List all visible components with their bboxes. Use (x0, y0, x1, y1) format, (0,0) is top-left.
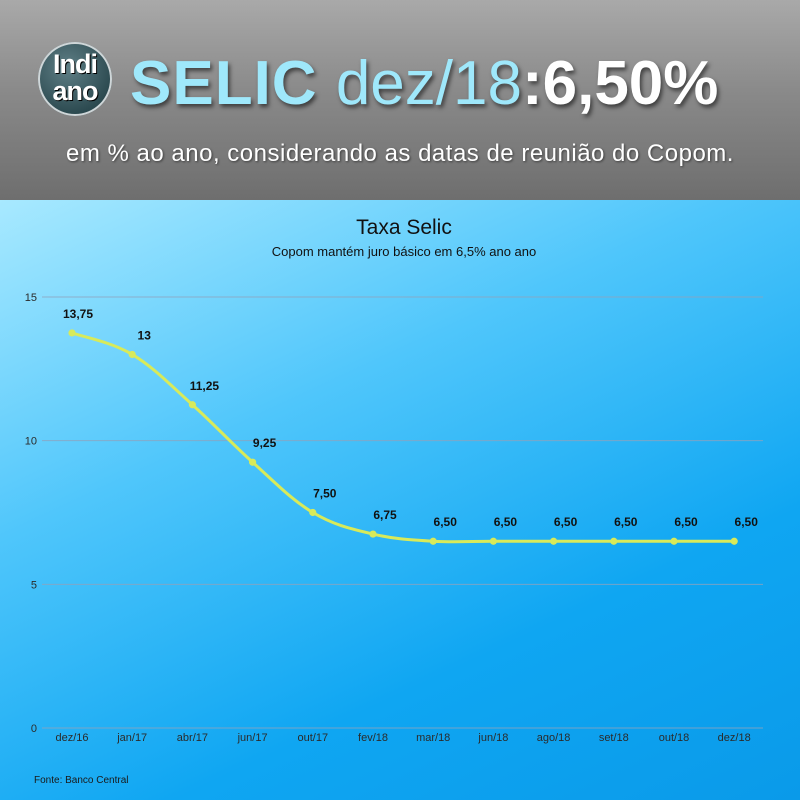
data-label: 13,75 (63, 307, 93, 321)
data-point (730, 537, 738, 545)
data-point (188, 401, 196, 409)
data-label: 6,50 (614, 515, 638, 529)
x-tick-label: set/18 (599, 732, 629, 744)
data-points (68, 329, 738, 545)
data-label: 6,75 (373, 508, 397, 522)
x-tick-label: jun/18 (477, 732, 508, 744)
x-tick-label: mar/18 (416, 732, 450, 744)
source-note: Fonte: Banco Central (34, 775, 129, 786)
x-tick-label: out/18 (659, 732, 690, 744)
x-tick-label: fev/18 (358, 732, 388, 744)
data-point (610, 537, 618, 545)
data-point (429, 537, 437, 545)
data-label: 13 (138, 328, 152, 342)
logo-text-line1: Indi (53, 49, 98, 79)
x-axis-ticks: dez/16 jan/17 abr/17 jun/17 out/17 fev/18 mar/… (55, 732, 750, 744)
data-point (68, 329, 76, 337)
y-tick-label: 10 (25, 436, 37, 448)
data-point (128, 350, 136, 359)
selic-line (71, 331, 735, 544)
header-subtitle: em % ao ano, considerando as datas de re… (66, 140, 734, 167)
data-label: 11,25 (190, 379, 220, 393)
x-tick-label: dez/18 (718, 732, 751, 744)
data-label: 9,25 (253, 436, 277, 450)
chart-title: Taxa Selic (356, 216, 452, 239)
indiano-logo: Indi ano (38, 42, 112, 116)
header-banner: Indi ano SELIC dez/18:6,50% em % ao ano,… (0, 0, 800, 200)
x-tick-label: out/17 (298, 732, 329, 744)
x-tick-label: dez/16 (55, 732, 88, 744)
chart-subtitle: Copom mantém juro básico em 6,5% ano ano (272, 244, 536, 259)
chart-area: Taxa Selic Copom mantém juro básico em 6… (0, 200, 800, 800)
x-tick-label: abr/17 (177, 732, 208, 744)
data-point (489, 537, 497, 545)
data-label: 6,50 (554, 515, 578, 529)
y-axis-ticks: 0 5 10 15 (25, 292, 37, 735)
x-tick-label: ago/18 (537, 732, 571, 744)
data-labels: 13,75 13 11,25 9,25 7,50 6,75 6,50 6,50 6,50 6,50… (63, 307, 758, 529)
gridlines (42, 296, 763, 729)
headline-rate: :6,50% (521, 49, 719, 118)
data-label: 6,50 (735, 515, 759, 529)
data-point (309, 508, 317, 517)
data-label: 7,50 (313, 487, 337, 501)
data-point (369, 530, 377, 538)
series-line (71, 331, 735, 544)
headline-period: dez/18 (335, 49, 522, 118)
data-label: 6,50 (434, 515, 458, 529)
y-tick-label: 15 (25, 292, 37, 304)
y-tick-label: 5 (31, 579, 37, 591)
logo-text-line2: ano (52, 76, 98, 106)
line-chart: Taxa Selic Copom mantém juro básico em 6… (25, 216, 763, 786)
headline: SELIC dez/18:6,50% (130, 42, 718, 126)
data-label: 6,50 (674, 515, 698, 529)
y-tick-label: 0 (31, 723, 37, 735)
x-tick-label: jan/17 (116, 732, 147, 744)
data-point (249, 458, 257, 466)
headline-prefix: SELIC (130, 49, 336, 118)
data-point (550, 537, 558, 545)
x-tick-label: jun/17 (237, 732, 268, 744)
data-label: 6,50 (494, 515, 518, 529)
data-point (670, 537, 678, 545)
